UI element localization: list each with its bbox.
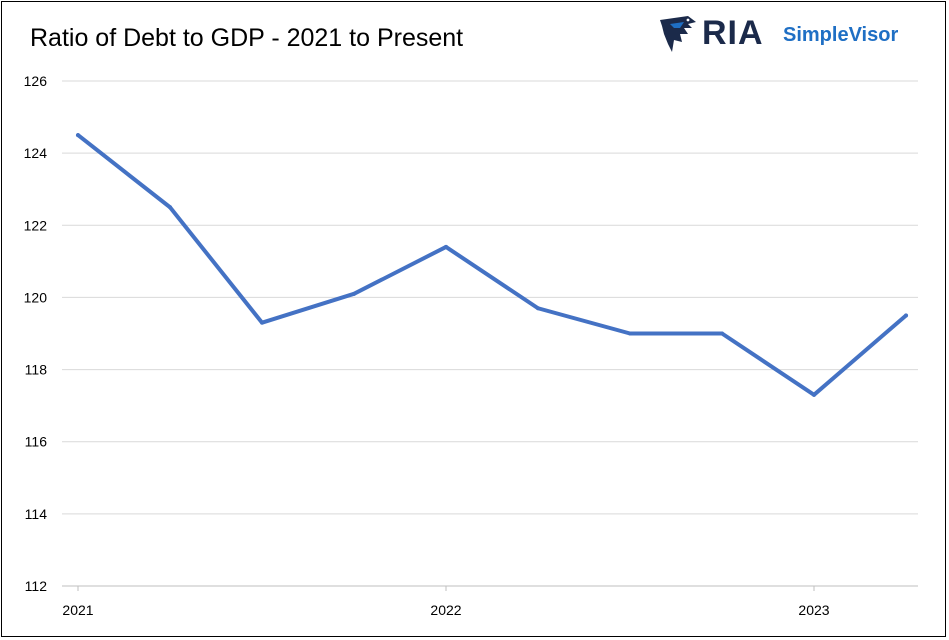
logo-brand-text: RIA bbox=[702, 14, 764, 52]
y-tick-label: 118 bbox=[25, 362, 48, 378]
y-tick-label: 112 bbox=[25, 578, 48, 594]
data-point bbox=[260, 320, 264, 325]
chart-title: Ratio of Debt to GDP - 2021 to Present bbox=[30, 24, 464, 52]
x-tick-label: 2022 bbox=[430, 602, 461, 618]
y-tick-label: 120 bbox=[24, 289, 48, 305]
series-line bbox=[76, 133, 908, 397]
data-point bbox=[904, 313, 908, 318]
series-lines bbox=[76, 133, 908, 397]
data-point bbox=[536, 306, 540, 311]
data-point bbox=[720, 331, 724, 336]
data-point bbox=[352, 291, 356, 296]
x-tick-label: 2023 bbox=[798, 602, 829, 618]
y-tick-labels: 112 114 116 118 120 122 124 126 bbox=[24, 73, 48, 594]
data-point bbox=[76, 133, 80, 138]
x-tick-label: 2021 bbox=[62, 602, 93, 618]
data-point bbox=[168, 205, 172, 210]
gridlines bbox=[62, 80, 918, 587]
y-tick-label: 122 bbox=[24, 217, 48, 233]
data-point bbox=[628, 331, 632, 336]
x-tick-labels: 2021 2022 2023 bbox=[62, 586, 830, 618]
ria-simplevisor-logo: RIA SimpleVisor bbox=[658, 14, 918, 54]
data-point bbox=[812, 392, 816, 397]
y-tick-label: 114 bbox=[25, 506, 48, 522]
y-tick-label: 124 bbox=[24, 145, 48, 161]
y-tick-label: 116 bbox=[25, 434, 48, 450]
y-tick-label: 126 bbox=[24, 73, 48, 89]
logo-product-text: SimpleVisor bbox=[783, 24, 899, 46]
eagle-icon bbox=[660, 16, 696, 52]
data-point bbox=[444, 244, 448, 249]
